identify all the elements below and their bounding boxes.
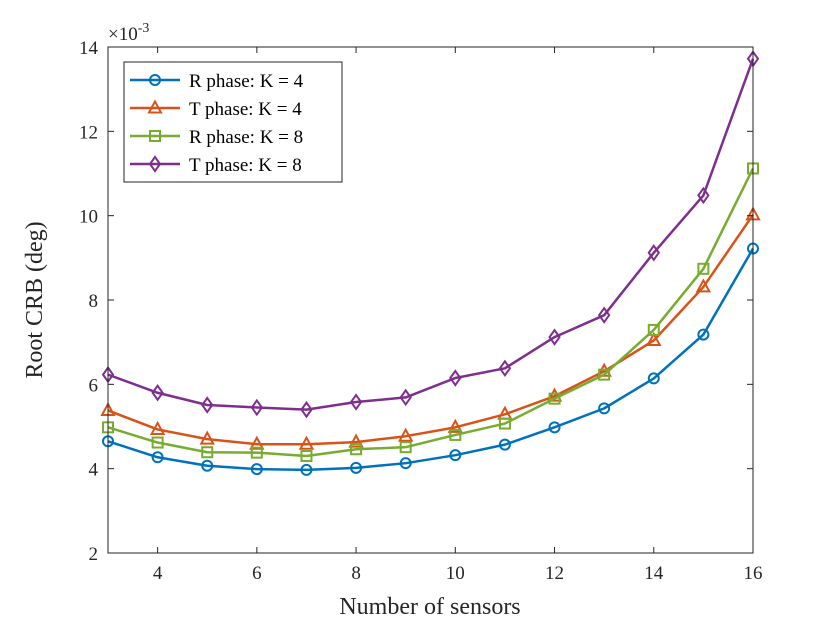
- y-tick-label: 6: [89, 375, 99, 396]
- legend-label: T phase: K = 8: [189, 155, 302, 176]
- series-line: [107, 58, 755, 411]
- legend-entry: T phase: K = 4: [130, 99, 302, 120]
- data-point: [201, 446, 214, 459]
- data-point: [399, 441, 412, 454]
- legend: R phase: K = 4 T phase: K = 4 R phase: K =…: [123, 61, 343, 183]
- data-point: [300, 463, 313, 476]
- legend-entry: T phase: K = 8: [130, 155, 302, 176]
- data-point: [201, 459, 214, 472]
- data-point: [697, 328, 710, 341]
- data-point: [348, 433, 364, 448]
- data-point: [350, 443, 363, 456]
- x-tick-label: 4: [153, 563, 163, 584]
- data-point: [398, 427, 414, 442]
- data-point: [201, 396, 214, 414]
- series-line: [107, 214, 755, 446]
- data-point: [399, 457, 412, 470]
- data-point: [647, 244, 660, 262]
- data-point: [151, 436, 164, 449]
- y-tick-label: 2: [89, 544, 99, 565]
- data-point: [151, 451, 164, 464]
- data-point: [449, 428, 462, 441]
- y-tick-label: 8: [89, 291, 99, 312]
- data-point: [250, 463, 263, 476]
- x-tick-label: 16: [744, 563, 763, 584]
- data-point: [646, 331, 662, 346]
- data-point: [548, 328, 561, 346]
- x-tick-label: 8: [351, 563, 361, 584]
- series-line: [107, 167, 755, 458]
- data-point: [647, 372, 660, 385]
- series-layer: [100, 50, 761, 476]
- data-point: [349, 393, 363, 411]
- y-exponent-power: -3: [138, 21, 150, 36]
- x-axis-title: Number of sensors: [339, 594, 520, 620]
- legend-entry: R phase: K = 4: [130, 71, 304, 92]
- data-point: [548, 421, 561, 434]
- data-point: [199, 430, 215, 445]
- data-point: [598, 402, 611, 415]
- y-exponent-label: ×10-3: [108, 21, 149, 45]
- data-point: [298, 435, 315, 450]
- series-line: [107, 247, 755, 472]
- data-point: [449, 449, 462, 462]
- data-point: [498, 359, 512, 378]
- ticks-layer: 4 6 8 10 12 14 16 2 4 6 8 10 12 14: [79, 38, 763, 584]
- series-2: [100, 206, 761, 450]
- y-tick-label: 4: [89, 460, 99, 481]
- legend-marker: [149, 74, 161, 86]
- legend-entry: R phase: K = 8: [130, 127, 303, 148]
- data-point: [250, 446, 263, 459]
- data-point: [647, 323, 660, 336]
- x-tick-label: 12: [545, 563, 564, 584]
- y-tick-label: 10: [79, 207, 98, 228]
- data-point: [250, 398, 264, 417]
- legend-label: T phase: K = 4: [189, 99, 302, 120]
- data-point: [399, 388, 412, 407]
- legend-marker: [148, 155, 162, 173]
- data-point: [697, 262, 710, 275]
- legend-marker: [147, 99, 163, 114]
- data-point: [548, 392, 561, 405]
- y-exponent-base: ×10: [108, 24, 138, 45]
- data-point: [447, 418, 463, 433]
- y-axis-title: Root CRB (deg): [22, 221, 48, 378]
- series-4: [101, 50, 760, 419]
- legend-marker: [149, 130, 161, 142]
- data-point: [449, 369, 462, 387]
- data-point: [498, 417, 511, 430]
- data-point: [695, 278, 712, 293]
- data-point: [300, 400, 313, 419]
- data-point: [249, 435, 265, 450]
- y-tick-label: 14: [79, 38, 99, 59]
- data-point: [300, 450, 313, 463]
- data-point: [149, 420, 166, 435]
- data-point: [350, 461, 363, 474]
- data-point: [597, 306, 611, 324]
- data-point: [546, 387, 563, 402]
- y-tick-label: 12: [79, 122, 98, 143]
- data-point: [498, 438, 511, 451]
- legend-label: R phase: K = 8: [189, 127, 303, 148]
- series-3: [102, 162, 759, 463]
- data-point: [151, 384, 164, 402]
- x-tick-label: 6: [252, 563, 262, 584]
- legend-label: R phase: K = 4: [189, 71, 304, 92]
- x-tick-label: 14: [644, 563, 664, 584]
- data-point: [697, 186, 710, 205]
- x-tick-label: 10: [446, 563, 465, 584]
- data-point: [598, 368, 611, 381]
